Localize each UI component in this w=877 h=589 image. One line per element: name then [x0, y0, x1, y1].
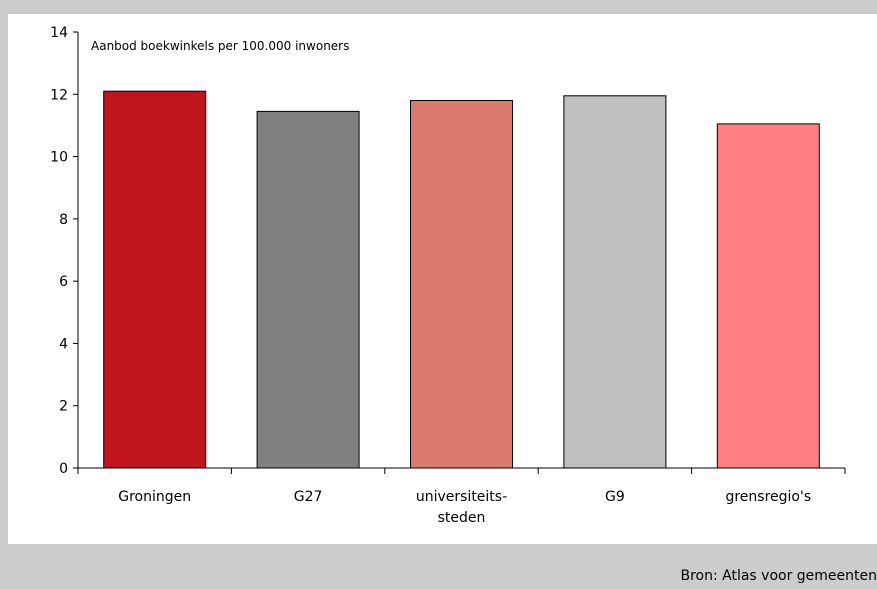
- bar-3: [563, 95, 667, 469]
- y-tick-label-1: 2: [59, 399, 68, 415]
- x-tick-label-line: grensregio's: [725, 489, 811, 505]
- y-tick-label-5: 10: [50, 150, 68, 166]
- x-tick-label-3: G9: [605, 489, 625, 505]
- x-tick-label-2: universiteits-steden: [416, 489, 507, 526]
- bars-group: [103, 90, 820, 469]
- y-tick-label-6: 12: [50, 87, 68, 103]
- x-tick-label-line: G27: [294, 489, 323, 505]
- bar-0: [103, 90, 207, 469]
- y-tick-label-2: 4: [59, 336, 68, 352]
- x-tick-label-line: G9: [605, 489, 625, 505]
- bar-2: [410, 100, 513, 469]
- x-tick-label-line: Groningen: [118, 489, 191, 505]
- y-tick-label-7: 14: [50, 25, 68, 41]
- x-tick-label-0: Groningen: [118, 489, 191, 505]
- y-tick-label-4: 8: [59, 212, 68, 228]
- y-tick-label-3: 6: [59, 274, 68, 290]
- source-note: Bron: Atlas voor gemeenten: [680, 568, 877, 584]
- bar-4: [716, 123, 820, 469]
- chart-title: Aanbod boekwinkels per 100.000 inwoners: [91, 39, 349, 53]
- x-tick-label-line: universiteits-: [416, 489, 507, 505]
- bar-chart: Aanbod boekwinkels per 100.000 inwoners …: [50, 25, 846, 526]
- bar-1: [256, 110, 360, 469]
- x-tick-label-line: steden: [438, 510, 486, 526]
- axes-group: Groningen G27 universiteits-steden G9 grensr…: [50, 25, 846, 526]
- x-tick-label-1: G27: [294, 489, 323, 505]
- x-tick-label-4: grensregio's: [725, 489, 811, 505]
- chart-panel: Aanbod boekwinkels per 100.000 inwoners …: [8, 14, 877, 544]
- y-tick-label-0: 0: [59, 461, 68, 477]
